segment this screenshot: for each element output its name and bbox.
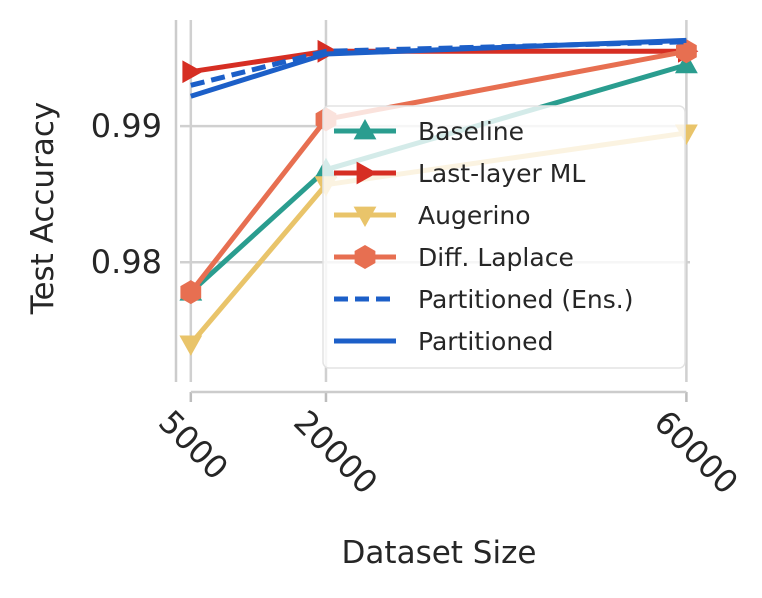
x-tick-label: 60000: [647, 403, 746, 502]
legend-item: Partitioned: [334, 327, 553, 356]
legend-item: Baseline: [334, 117, 524, 146]
legend-item: Partitioned (Ens.): [334, 285, 634, 314]
legend-label: Baseline: [418, 117, 524, 146]
legend-marker: [354, 245, 376, 269]
data-point: [180, 280, 202, 305]
legend-label: Partitioned: [418, 327, 553, 356]
legend-marker: [356, 161, 377, 185]
data-point: [676, 39, 697, 64]
data-point: [182, 60, 203, 84]
axes: [174, 20, 688, 402]
series-partitioned: [190, 37, 687, 99]
legend-marker: [353, 206, 377, 227]
y-axis-label: Test Accuracy: [25, 102, 61, 315]
legend-label: Augerino: [418, 201, 531, 230]
legend-item: Diff. Laplace: [334, 243, 574, 272]
series-line: [190, 37, 687, 99]
legend-label: Last-layer ML: [418, 159, 585, 188]
legend-box: [322, 105, 686, 369]
legend-label: Diff. Laplace: [418, 243, 574, 272]
legend-label: Partitioned (Ens.): [418, 285, 634, 314]
x-tick-label: 20000: [286, 403, 385, 502]
y-tick-label: 0.99: [91, 107, 162, 145]
legend: Baseline Last-layer ML Augerino Diff. Lapla…: [322, 105, 686, 369]
data-point: [179, 335, 203, 356]
legend-item: Augerino: [334, 201, 531, 230]
legend-item: Last-layer ML: [334, 159, 585, 188]
y-tick-label: 0.98: [91, 243, 162, 281]
x-tick-label: 5000: [151, 403, 235, 487]
x-axis-label: Dataset Size: [342, 535, 537, 571]
legend-marker: [353, 119, 377, 140]
